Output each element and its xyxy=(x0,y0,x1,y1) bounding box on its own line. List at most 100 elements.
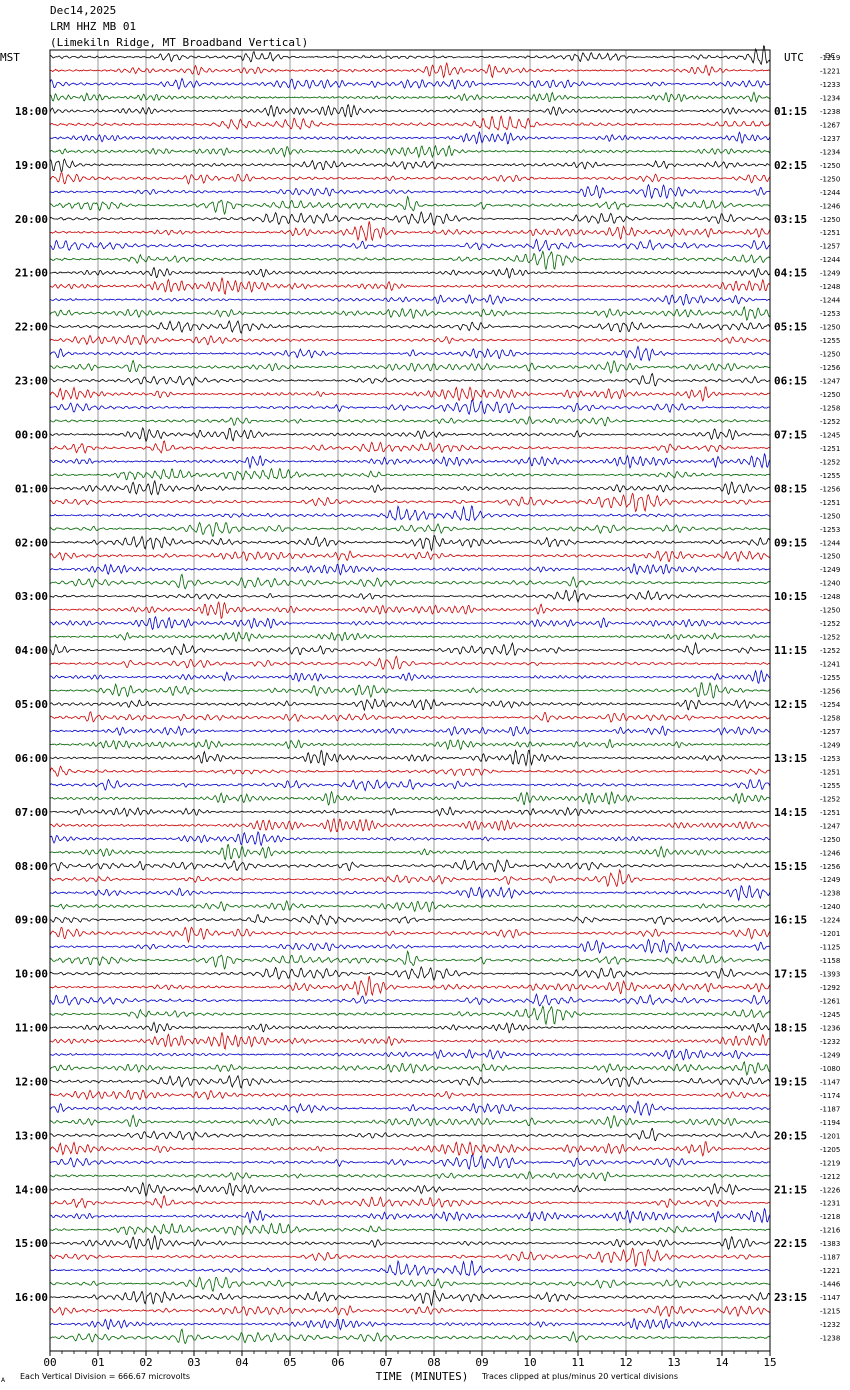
dc-offset-label: -1244 xyxy=(820,256,841,264)
left-hour-label: 12:00 xyxy=(15,1075,48,1088)
dc-offset-label: -1267 xyxy=(820,121,840,129)
dc-offset-label: -1234 xyxy=(820,148,841,156)
x-tick-label: 05 xyxy=(283,1356,296,1369)
dc-offset-label: -1255 xyxy=(820,674,840,682)
seismic-traces xyxy=(49,45,771,1345)
trace-row xyxy=(49,1127,771,1142)
trace-row xyxy=(49,1171,771,1182)
x-tick-label: 00 xyxy=(43,1356,56,1369)
trace-row xyxy=(49,1290,771,1307)
trace-row xyxy=(49,1089,771,1101)
right-hour-label: 20:15 xyxy=(774,1129,807,1142)
left-hour-label: 18:00 xyxy=(15,105,48,118)
dc-offset-label: -1237 xyxy=(820,135,840,143)
dc-offset-label: -1231 xyxy=(820,1200,840,1208)
trace-row xyxy=(50,1222,771,1236)
trace-row xyxy=(49,399,771,415)
dc-offset-label: -1252 xyxy=(820,620,840,628)
trace-row xyxy=(49,631,771,643)
dc-offset-label: -1238 xyxy=(820,108,840,116)
trace-row xyxy=(49,738,771,751)
dc-offset-label: -1250 xyxy=(820,351,840,359)
left-hour-label: 05:00 xyxy=(15,698,48,711)
dc-offset-label: -1247 xyxy=(820,822,840,830)
dc-offset-label: -1194 xyxy=(820,1119,841,1127)
station-location: (Limekiln Ridge, MT Broadband Vertical) xyxy=(50,36,309,49)
left-hour-label: 15:00 xyxy=(15,1237,48,1250)
trace-row xyxy=(49,277,771,296)
trace-row xyxy=(49,158,771,172)
dc-offset-label: -1238 xyxy=(820,1335,840,1343)
trace-row xyxy=(49,345,771,362)
left-hour-label: 14:00 xyxy=(15,1183,48,1196)
trace-row xyxy=(49,1005,771,1026)
dc-offset-label: -1249 xyxy=(820,270,840,278)
left-hour-label: 22:00 xyxy=(15,321,48,334)
axis-labels: MST UTC DC 18:00 19:00 20:00 21:00 22:00 23:00 00… xyxy=(0,51,841,1384)
trace-row xyxy=(49,1141,771,1157)
trace-row xyxy=(49,426,771,443)
trace-row xyxy=(49,550,771,563)
dc-offset-label: -1250 xyxy=(820,175,840,183)
right-hour-label: 22:15 xyxy=(774,1237,807,1250)
trace-row xyxy=(49,926,771,944)
trace-row xyxy=(49,183,770,200)
dc-offset-label: -1256 xyxy=(820,688,841,696)
trace-row xyxy=(49,725,771,737)
right-hour-label: 07:15 xyxy=(774,428,807,441)
trace-row xyxy=(49,790,770,806)
x-tick-label: 13 xyxy=(667,1356,680,1369)
trace-row xyxy=(49,884,771,902)
x-tick-label: 12 xyxy=(619,1356,632,1369)
dc-offset-label: -1221 xyxy=(820,1267,840,1275)
corner-mark: A xyxy=(1,1377,6,1384)
trace-row xyxy=(49,386,770,403)
right-hour-label: 21:15 xyxy=(774,1183,807,1196)
trace-row xyxy=(49,1276,771,1292)
dc-offset-label: -1250 xyxy=(820,391,840,399)
right-hour-label: 03:15 xyxy=(774,213,807,226)
trace-row xyxy=(49,1304,771,1318)
trace-row xyxy=(49,104,770,118)
left-hour-label: 09:00 xyxy=(15,914,48,927)
dc-offset-label: -1254 xyxy=(820,701,841,709)
right-timezone-label: UTC xyxy=(784,51,804,64)
dc-offset-label: -1253 xyxy=(820,755,840,763)
trace-row xyxy=(49,1114,770,1129)
x-tick-label: 09 xyxy=(475,1356,488,1369)
trace-row xyxy=(49,1100,771,1117)
trace-row xyxy=(49,334,771,346)
trace-row xyxy=(49,641,771,656)
dc-offset-label: -1249 xyxy=(820,1051,840,1059)
right-hour-label: 19:15 xyxy=(774,1075,807,1088)
left-hour-label: 20:00 xyxy=(15,213,48,226)
dc-offset-label: -1233 xyxy=(820,81,840,89)
dc-offset-label: -1234 xyxy=(820,94,841,102)
dc-offset-label: -1218 xyxy=(820,1213,840,1221)
right-hour-label: 13:15 xyxy=(774,752,807,765)
trace-row xyxy=(49,195,770,215)
dc-offset-label: -1249 xyxy=(820,876,840,884)
dc-offset-label: -1147 xyxy=(820,1078,840,1086)
trace-row xyxy=(49,250,771,271)
trace-row xyxy=(49,440,771,454)
trace-row xyxy=(49,615,771,631)
dc-offset-label: -1252 xyxy=(820,795,840,803)
x-tick-label: 11 xyxy=(571,1356,584,1369)
dc-offset-label: -1251 xyxy=(820,768,840,776)
trace-row xyxy=(49,210,771,227)
dc-offset-label: -1252 xyxy=(820,458,840,466)
trace-row xyxy=(49,1317,771,1331)
trace-row xyxy=(49,749,771,767)
trace-row xyxy=(49,868,771,888)
left-hour-label: 08:00 xyxy=(15,860,48,873)
right-hour-label: 09:15 xyxy=(774,536,807,549)
right-hour-label: 12:15 xyxy=(774,698,807,711)
dc-offset-label: -1245 xyxy=(820,431,840,439)
dc-offset-label: -1232 xyxy=(820,1038,840,1046)
dc-offset-label: -1250 xyxy=(820,836,840,844)
minute-grid xyxy=(97,50,723,1351)
trace-row xyxy=(49,115,771,131)
x-tick-label: 08 xyxy=(427,1356,440,1369)
trace-row xyxy=(49,899,771,913)
